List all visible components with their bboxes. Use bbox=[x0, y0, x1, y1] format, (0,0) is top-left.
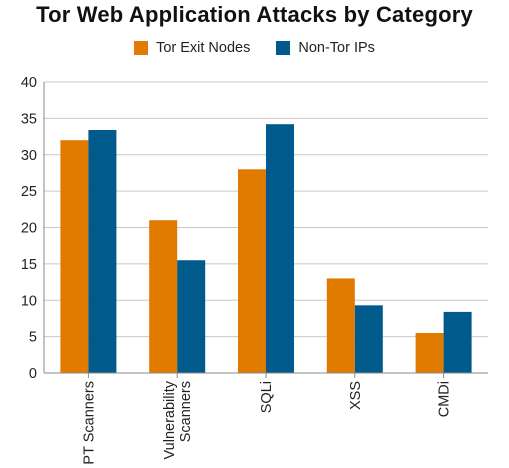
y-tick-label: 5 bbox=[29, 330, 37, 346]
legend-item-series-2: Non-Tor IPs bbox=[276, 40, 375, 56]
legend-item-series-1: Tor Exit Nodes bbox=[134, 40, 250, 56]
bars bbox=[60, 124, 472, 373]
bar-tor-exit-nodes bbox=[238, 169, 266, 373]
y-tick-label: 0 bbox=[29, 366, 37, 382]
x-tick-labels: PT Scanners Vulnerability Scanners SQLi XSS C… bbox=[81, 380, 452, 464]
x-tick-label: PT Scanners bbox=[81, 381, 97, 465]
x-tick-label: Scanners bbox=[178, 381, 194, 442]
chart-legend: Tor Exit Nodes Non-Tor IPs bbox=[0, 38, 509, 58]
y-tick-label: 40 bbox=[21, 75, 37, 91]
bar-tor-exit-nodes bbox=[60, 140, 89, 373]
legend-label-series-1: Tor Exit Nodes bbox=[156, 40, 251, 56]
axes bbox=[43, 82, 488, 378]
x-tick-label: XSS bbox=[348, 381, 364, 410]
legend-swatch-series-2 bbox=[276, 41, 291, 55]
bar-non-tor-ips bbox=[266, 124, 294, 373]
x-tick-label: SQLi bbox=[259, 381, 275, 413]
y-tick-label: 15 bbox=[21, 257, 37, 273]
bar-non-tor-ips bbox=[354, 305, 383, 373]
y-tick-label: 30 bbox=[21, 148, 37, 164]
bar-non-tor-ips bbox=[88, 130, 117, 373]
bar-tor-exit-nodes bbox=[326, 278, 355, 373]
bar-non-tor-ips bbox=[443, 311, 472, 373]
legend-swatch-series-1 bbox=[134, 41, 149, 55]
bar-tor-exit-nodes bbox=[415, 332, 444, 373]
y-tick-label: 20 bbox=[21, 221, 37, 237]
bar-non-tor-ips bbox=[177, 260, 206, 373]
bar-tor-exit-nodes bbox=[149, 220, 178, 373]
chart-title: Tor Web Application Attacks by Category bbox=[36, 2, 473, 27]
y-tick-labels: 0 5 10 15 20 25 30 35 40 bbox=[21, 75, 37, 382]
legend-label-series-2: Non-Tor IPs bbox=[298, 40, 375, 56]
y-tick-label: 10 bbox=[21, 293, 37, 309]
y-tick-label: 35 bbox=[21, 111, 37, 127]
x-tick-label: Vulnerability bbox=[162, 380, 178, 459]
x-tick-label: CMDi bbox=[437, 381, 453, 417]
y-tick-label: 25 bbox=[21, 184, 37, 200]
